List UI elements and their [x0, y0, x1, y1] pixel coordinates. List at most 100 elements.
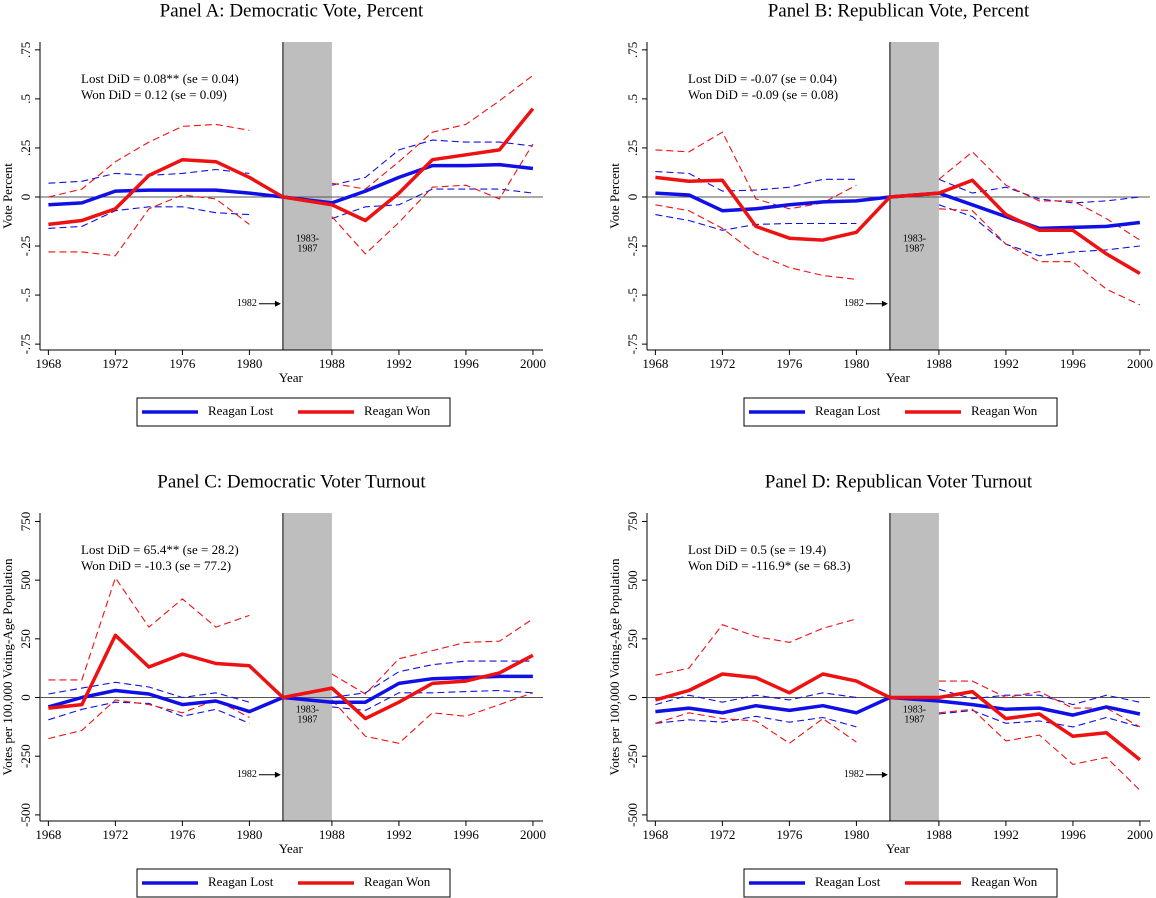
- x-tick-label: 2000: [520, 827, 546, 842]
- x-tick-label: 1968: [35, 356, 61, 371]
- confidence-band: [655, 688, 1141, 706]
- confidence-band: [48, 188, 533, 229]
- break-annotation: 1982: [237, 298, 257, 309]
- y-tick-label: -.25: [18, 236, 33, 257]
- shaded-period: [889, 513, 939, 821]
- y-axis-title: Vote Percent: [607, 163, 622, 229]
- y-tick-label: -250: [18, 744, 33, 768]
- shade-label: 1983-: [296, 704, 319, 715]
- y-tick-label: 0: [18, 694, 33, 701]
- arrow-head: [881, 300, 888, 307]
- shade-label: 1987: [297, 243, 317, 254]
- y-tick-label: -500: [625, 803, 640, 827]
- y-tick-label: 0: [625, 194, 640, 201]
- x-tick-label: 1980: [843, 827, 869, 842]
- x-tick-label: 1972: [102, 356, 128, 371]
- panel: Panel C: Democratic Voter Turnout1983-19…: [0, 471, 546, 898]
- x-axis-title: Year: [279, 370, 304, 385]
- y-tick-label: -.5: [18, 288, 33, 302]
- y-tick-label: 750: [18, 512, 33, 532]
- confidence-band: [48, 692, 534, 744]
- y-tick-label: .75: [18, 42, 33, 58]
- y-tick-label: 250: [625, 629, 640, 649]
- confidence-band: [655, 709, 1141, 728]
- shaded-period: [282, 42, 332, 350]
- x-tick-label: 1980: [236, 827, 262, 842]
- y-axis-title: Votes per 100,000 Voting-Age Population: [0, 558, 15, 776]
- panel-title: Panel A: Democratic Vote, Percent: [160, 0, 424, 21]
- series-line: [48, 633, 534, 721]
- y-tick-label: .5: [625, 94, 640, 104]
- confidence-band: [48, 689, 533, 724]
- y-tick-label: -500: [18, 803, 33, 827]
- x-tick-label: 1992: [993, 356, 1019, 371]
- did-annotation: Won DiD = -10.3 (se = 77.2): [81, 558, 231, 573]
- shade-label: 1987: [904, 714, 924, 725]
- x-tick-label: 1988: [926, 356, 952, 371]
- break-annotation: 1982: [844, 769, 864, 780]
- confidence-band: [655, 170, 1140, 204]
- break-annotation: 1982: [844, 298, 864, 309]
- x-tick-label: 1976: [169, 827, 196, 842]
- arrow-head: [881, 771, 888, 778]
- y-tick-label: 500: [625, 570, 640, 590]
- x-tick-label: 1996: [453, 827, 480, 842]
- y-tick-label: .25: [625, 140, 640, 156]
- x-tick-label: 1996: [1060, 356, 1087, 371]
- series-line: [655, 175, 1141, 276]
- confidence-band: [655, 204, 1141, 306]
- y-tick-label: -.25: [625, 236, 640, 257]
- x-tick-label: 1988: [319, 827, 345, 842]
- did-annotation: Lost DiD = 0.08** (se = 0.04): [81, 71, 239, 86]
- x-axis-title: Year: [886, 841, 911, 856]
- did-annotation: Won DiD = 0.12 (se = 0.09): [81, 87, 227, 102]
- y-tick-label: .5: [18, 94, 33, 104]
- legend-label: Reagan Won: [364, 403, 431, 418]
- legend-label: Reagan Lost: [208, 874, 274, 889]
- x-tick-label: 1980: [843, 356, 869, 371]
- y-tick-label: 0: [18, 194, 33, 201]
- x-tick-label: 2000: [1127, 356, 1153, 371]
- legend-box: [743, 868, 1058, 898]
- x-tick-label: 1976: [776, 356, 803, 371]
- y-axis-title: Vote Percent: [0, 163, 15, 229]
- shade-label: 1987: [297, 714, 317, 725]
- x-tick-label: 1976: [776, 827, 803, 842]
- x-axis-title: Year: [279, 841, 304, 856]
- x-tick-label: 2000: [1127, 827, 1153, 842]
- legend-label: Reagan Won: [971, 874, 1038, 889]
- confidence-band: [655, 708, 1141, 791]
- x-tick-label: 2000: [520, 356, 546, 371]
- y-tick-label: -.75: [625, 334, 640, 355]
- legend-label: Reagan Won: [364, 874, 431, 889]
- y-tick-label: .75: [625, 42, 640, 58]
- panel-title: Panel D: Republican Voter Turnout: [765, 471, 1033, 492]
- x-tick-label: 1988: [926, 827, 952, 842]
- x-tick-label: 1968: [642, 827, 668, 842]
- x-tick-label: 1968: [35, 827, 61, 842]
- confidence-band: [655, 131, 1141, 241]
- y-tick-label: -.5: [625, 288, 640, 302]
- y-tick-label: 500: [18, 570, 33, 590]
- break-annotation: 1982: [237, 769, 257, 780]
- confidence-band: [655, 618, 1141, 728]
- x-tick-label: 1996: [1060, 827, 1087, 842]
- legend-label: Reagan Lost: [815, 403, 881, 418]
- shade-label: 1983-: [296, 233, 319, 244]
- x-tick-label: 1972: [709, 356, 735, 371]
- shade-label: 1983-: [903, 233, 926, 244]
- did-annotation: Lost DiD = -0.07 (se = 0.04): [688, 71, 837, 86]
- arrow-head: [274, 300, 281, 307]
- x-tick-label: 1980: [236, 356, 262, 371]
- panel: Panel D: Republican Voter Turnout1983-19…: [607, 471, 1153, 898]
- x-tick-label: 1968: [642, 356, 668, 371]
- series-line: [654, 672, 1141, 762]
- shaded-period: [282, 513, 332, 821]
- x-tick-label: 1996: [453, 356, 480, 371]
- arrow-head: [274, 771, 281, 778]
- did-annotation: Lost DiD = 65.4** (se = 28.2): [81, 542, 239, 557]
- y-tick-label: 750: [625, 512, 640, 532]
- x-tick-label: 1992: [386, 356, 412, 371]
- x-tick-label: 1972: [709, 827, 735, 842]
